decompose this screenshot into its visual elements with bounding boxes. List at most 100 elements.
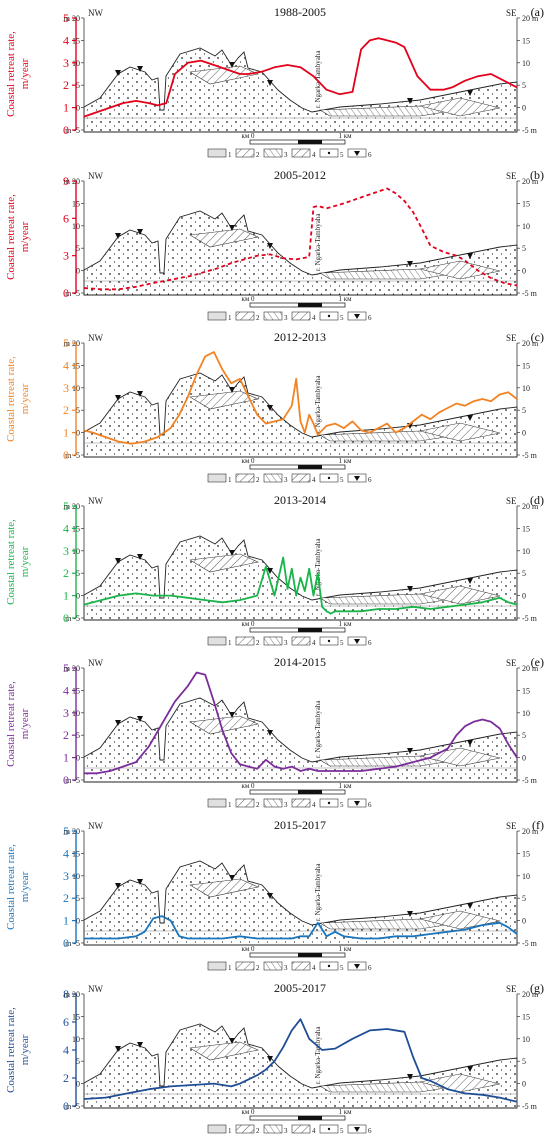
retreat-tick-label: 2 xyxy=(63,1071,69,1085)
retreat-series-line xyxy=(84,915,518,940)
retreat-series-line xyxy=(83,187,518,291)
profile-left-tick-label: m 20 xyxy=(64,177,80,186)
legend-number: 4 xyxy=(312,639,316,647)
se-label: SE xyxy=(506,984,517,994)
retreat-axis-label: Coastal retreat rate, xyxy=(5,31,17,117)
scale-left-label: км 0 xyxy=(241,295,255,303)
legend-swatch-2 xyxy=(235,311,255,321)
retreat-tick-label: 4 xyxy=(63,1043,69,1057)
profile-left-tick-label: 0 xyxy=(76,917,80,926)
se-label: SE xyxy=(506,8,517,18)
retreat-tick-label: 2 xyxy=(63,728,69,742)
profile-ice-lens xyxy=(189,390,259,410)
profile-left-tick-label: 5 xyxy=(76,731,80,740)
profile-marker-icon xyxy=(267,1056,273,1062)
panel-title: 2005-2012 xyxy=(274,168,326,182)
legend-dot-icon xyxy=(327,314,331,318)
retreat-tick-label: 6 xyxy=(63,211,69,225)
scale-left-label: км 0 xyxy=(241,1108,255,1116)
profile-right-tick-label: 5 xyxy=(522,1057,526,1066)
retreat-tick-label: 4 xyxy=(63,33,69,47)
legend-number: 5 xyxy=(340,151,344,159)
profile-ice-lens xyxy=(189,715,259,735)
retreat-tick-label: 5 xyxy=(63,11,69,25)
profile-marker-icon xyxy=(267,405,273,411)
retreat-tick-label: 5 xyxy=(63,824,69,838)
legend-swatch-3 xyxy=(263,311,283,321)
profile-right-tick-label: 5 xyxy=(522,244,526,253)
legend-swatch-2 xyxy=(235,473,255,483)
profile-left-tick-label: 5 xyxy=(76,569,80,578)
scale-left-label: км 0 xyxy=(241,620,255,628)
profile-marker-icon xyxy=(229,1038,235,1044)
scale-bar xyxy=(249,627,346,633)
profile-left-tick-label: 0 xyxy=(76,267,80,276)
profile-marker-icon xyxy=(137,229,143,235)
profile-right-tick-label: -5 m xyxy=(522,126,538,135)
profile-marker-icon xyxy=(137,66,143,72)
profile-right-tick-label: 15 xyxy=(522,36,530,45)
profile-right-tick-label: -5 m xyxy=(522,451,538,460)
profile-right-tick-label: 10 xyxy=(522,59,530,68)
retreat-tick-label: 1 xyxy=(63,751,69,765)
profile-right-tick-label: 5 xyxy=(522,731,526,740)
profile-left-tick-label: m 20 xyxy=(64,502,80,511)
legend-number: 6 xyxy=(368,801,372,809)
legend-swatch-1 xyxy=(207,961,227,971)
river-name-label: r. Ngarka-Tambyaha xyxy=(314,213,322,271)
profile-left-tick-label: m 20 xyxy=(64,664,80,673)
nw-label: NW xyxy=(88,333,103,343)
profile-marker-icon xyxy=(229,550,235,556)
profile-right-tick-label: 15 xyxy=(522,686,530,695)
scale-left-label: км 0 xyxy=(241,945,255,953)
profile-ice-lens xyxy=(189,1041,259,1061)
nw-label: NW xyxy=(88,821,103,831)
profile-left-tick-label: 5 xyxy=(76,1057,80,1066)
retreat-axis-label: Coastal retreat rate, xyxy=(5,519,17,605)
legend-number: 2 xyxy=(256,314,260,322)
legend-swatch-4 xyxy=(291,798,311,808)
scale-bar-fill xyxy=(298,140,322,144)
profile-terrain xyxy=(83,1023,518,1109)
profile-ice-wedge xyxy=(419,422,501,442)
legend-dot-icon xyxy=(327,964,331,968)
retreat-tick-label: 3 xyxy=(63,544,69,558)
profile-marker-icon xyxy=(467,903,473,909)
legend-triangle-icon xyxy=(354,964,360,969)
legend-triangle-icon xyxy=(354,314,360,319)
scale-bar-fill xyxy=(298,790,322,794)
profile-marker-icon xyxy=(229,387,235,393)
retreat-series-line xyxy=(83,556,518,615)
profile-right-tick-label: -5 m xyxy=(522,1102,538,1111)
retreat-tick-label: 2 xyxy=(63,78,69,92)
river-name-label: r. Ngarka-Tambyaha xyxy=(314,50,322,108)
profile-right-tick-label: 20 m xyxy=(522,664,539,673)
profile-marker-icon xyxy=(267,730,273,736)
se-label: SE xyxy=(506,496,517,506)
scale-bar-fill xyxy=(298,303,322,307)
profile-left-tick-label: 5 xyxy=(76,81,80,90)
retreat-tick-label: 1 xyxy=(63,589,69,603)
profile-right-tick-label: 5 xyxy=(522,894,526,903)
profile-right-tick-label: 10 xyxy=(522,872,530,881)
retreat-tick-label: 1 xyxy=(63,101,69,115)
profile-ice-wedge xyxy=(419,910,501,930)
retreat-tick-label: 4 xyxy=(63,683,69,697)
profile-right-tick-label: 15 xyxy=(522,199,530,208)
legend-swatch-2 xyxy=(235,961,255,971)
retreat-tick-label: 3 xyxy=(63,249,69,263)
profile-right-tick-label: 0 xyxy=(522,917,526,926)
legend-swatch-2 xyxy=(235,798,255,808)
legend-number: 1 xyxy=(228,151,232,159)
profile-marker-icon xyxy=(137,1042,143,1048)
profile-marker-icon xyxy=(267,243,273,249)
profile-marker-icon xyxy=(407,98,413,104)
profile-right-tick-label: 20 m xyxy=(522,177,539,186)
legend-swatch-3 xyxy=(263,473,283,483)
profile-left-tick-label: m 20 xyxy=(64,827,80,836)
profile-ice-lens xyxy=(189,878,259,898)
panel-label: (g) xyxy=(530,981,544,995)
